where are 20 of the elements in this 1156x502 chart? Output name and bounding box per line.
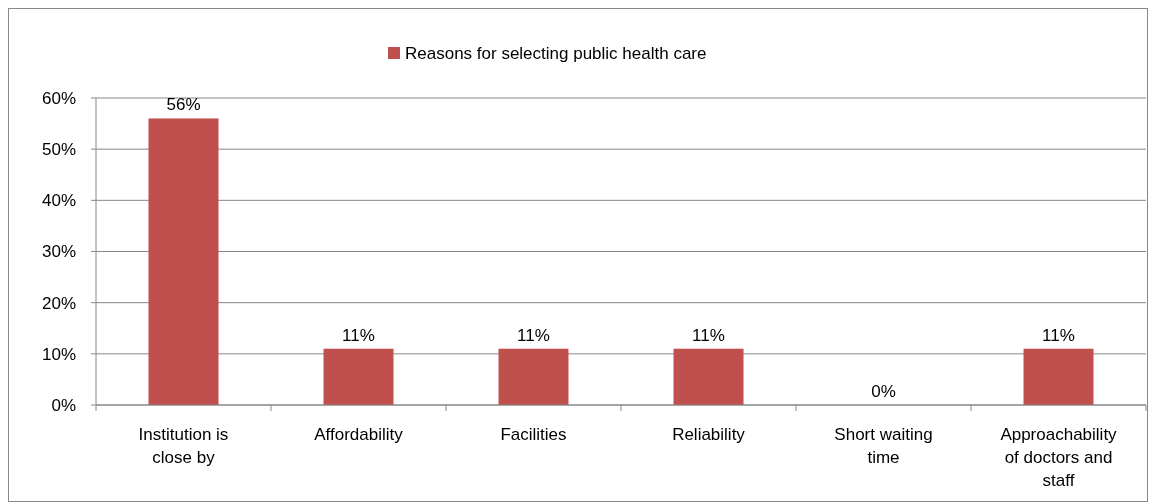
legend-label: Reasons for selecting public health care (405, 43, 707, 63)
y-tick-label: 30% (41, 242, 76, 262)
y-tick-label: 60% (41, 88, 76, 108)
data-label: 11% (1042, 325, 1075, 345)
x-tick-label: Short waiting time (834, 425, 933, 467)
x-tick-label: Reliability (672, 425, 746, 444)
x-tick-label: Institution is close by (138, 425, 229, 467)
data-label: 0% (871, 382, 896, 401)
y-tick-label: 0% (51, 395, 76, 415)
y-tick-label: 20% (41, 293, 76, 313)
y-tick-label: 40% (41, 191, 76, 211)
x-tick-label: Approachability of doctors and staff (1000, 425, 1118, 490)
y-tick-label: 50% (41, 140, 76, 160)
data-label: 56% (166, 95, 201, 115)
x-tick-label: Affordability (314, 425, 404, 444)
data-label: 11% (692, 325, 725, 345)
y-tick-label: 10% (41, 344, 76, 364)
data-label: 11% (342, 325, 375, 345)
x-tick-label: Facilities (500, 425, 567, 444)
data-label: 11% (517, 325, 550, 345)
